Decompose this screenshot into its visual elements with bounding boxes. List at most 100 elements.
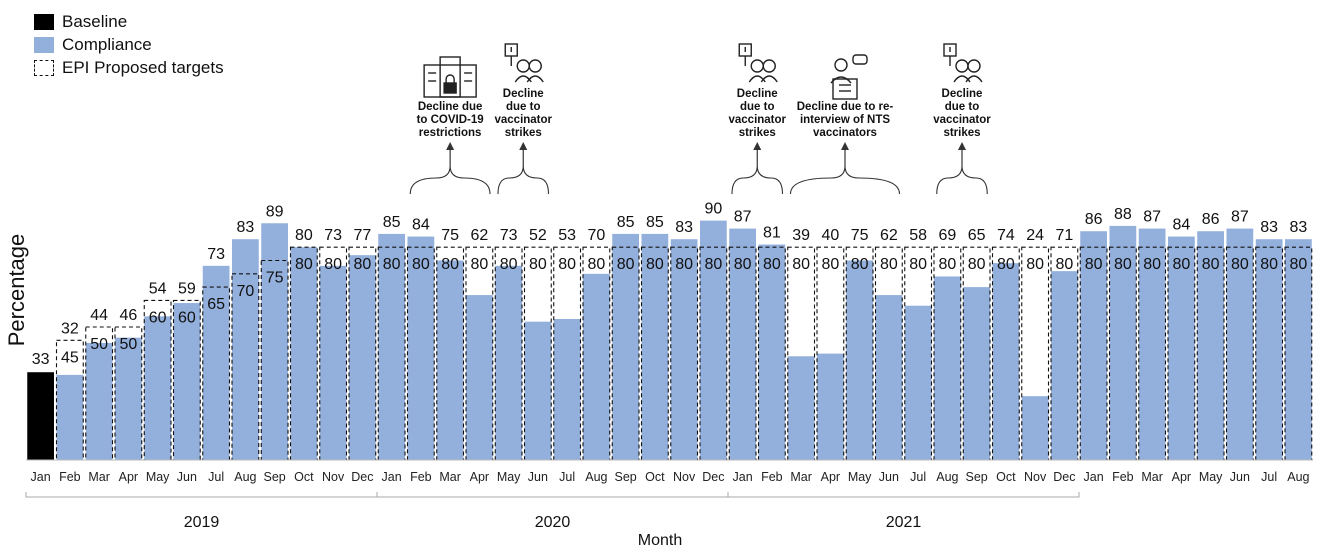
x-axis-title: Month: [638, 532, 682, 547]
compliance-value-label: 32: [61, 320, 79, 337]
target-value-label: 80: [1114, 256, 1132, 273]
compliance-value-label: 53: [558, 227, 576, 244]
x-tick-label: Sep: [264, 470, 286, 484]
target-value-label: 80: [646, 256, 664, 273]
compliance-bar: [904, 305, 932, 460]
year-label: 2020: [535, 514, 571, 531]
compliance-value-label: 83: [1289, 219, 1307, 236]
target-value-label: 80: [851, 256, 869, 273]
compliance-bar: [1080, 231, 1107, 460]
target-value-label: 60: [149, 309, 167, 326]
x-tick-label: Sep: [615, 470, 637, 484]
compliance-value-label: 69: [938, 227, 956, 244]
annotation-arrowhead: [841, 142, 849, 150]
compliance-bar: [700, 220, 727, 460]
compliance-bar: [553, 319, 581, 460]
annotation-brace: [409, 165, 491, 195]
strike-sign-icon: [738, 43, 778, 83]
compliance-bar: [992, 263, 1020, 460]
target-value-label: 80: [792, 256, 810, 273]
year-bracket: [25, 492, 378, 498]
compliance-bar: [1138, 228, 1166, 460]
compliance-value-label: 62: [470, 227, 488, 244]
compliance-swatch: [34, 36, 54, 53]
target-value-label: 80: [880, 256, 898, 273]
target-value-label: 80: [412, 256, 430, 273]
compliance-bar: [349, 255, 376, 460]
compliance-value-label: 39: [792, 227, 810, 244]
x-tick-label: Jan: [733, 470, 753, 484]
compliance-value-label: 85: [617, 214, 635, 231]
legend-item-baseline: Baseline: [34, 10, 224, 33]
annotation-text-line: vaccinator: [933, 114, 991, 126]
x-tick-label: May: [146, 470, 170, 484]
compliance-value-label: 73: [500, 227, 518, 244]
compliance-value-label: 65: [968, 227, 986, 244]
year-label: 2019: [184, 514, 220, 531]
target-value-label: 80: [704, 256, 722, 273]
annotation-text-line: strikes: [505, 127, 542, 139]
compliance-value-label: 70: [587, 227, 605, 244]
compliance-bar: [436, 260, 464, 460]
target-value-label: 75: [266, 270, 284, 287]
target-value-label: 80: [295, 256, 313, 273]
x-tick-label: Oct: [996, 470, 1016, 484]
compliance-value-label: 40: [821, 227, 839, 244]
annotation-brace: [789, 165, 901, 195]
target-value-label: 80: [1172, 256, 1190, 273]
compliance-bar: [202, 265, 230, 460]
annotation-text-line: to COVID-19: [417, 114, 484, 126]
target-value-label: 80: [324, 256, 342, 273]
x-tick-label: Jul: [1261, 470, 1277, 484]
x-tick-label: Oct: [645, 470, 665, 484]
x-tick-label: May: [848, 470, 872, 484]
annotation-brace: [936, 165, 988, 195]
compliance-bar: [1197, 231, 1224, 460]
compliance-bar: [85, 342, 113, 460]
x-tick-label: Feb: [59, 470, 81, 484]
legend-label-baseline: Baseline: [62, 11, 128, 31]
x-tick-label: Mar: [88, 470, 110, 484]
target-value-label: 80: [1085, 256, 1103, 273]
target-value-label: 80: [1260, 256, 1278, 273]
target-value-label: 45: [61, 349, 79, 366]
compliance-bar: [173, 303, 201, 460]
annotation-text-line: strikes: [739, 127, 776, 139]
x-tick-label: Jan: [1084, 470, 1104, 484]
x-tick-label: Dec: [1053, 470, 1075, 484]
x-tick-label: Apr: [1172, 470, 1191, 484]
baseline-swatch: [34, 13, 54, 30]
target-value-label: 80: [821, 256, 839, 273]
annotation-text-line: vaccinators: [813, 127, 877, 139]
building-lock-icon: [423, 56, 477, 98]
strike-sign-icon: [943, 43, 983, 83]
annotation-text-line: interview of NTS: [800, 114, 890, 126]
compliance-bar: [495, 265, 522, 460]
compliance-value-label: 73: [324, 227, 342, 244]
compliance-bar: [524, 321, 552, 460]
target-value-label: 80: [529, 256, 547, 273]
annotation-text-line: due to: [740, 101, 775, 113]
interview-icon: [830, 54, 868, 100]
compliance-value-label: 90: [704, 201, 722, 218]
legend-item-targets: EPI Proposed targets: [34, 56, 224, 79]
x-tick-label: Jun: [177, 470, 197, 484]
compliance-value-label: 81: [763, 225, 781, 242]
compliance-value-label: 75: [851, 227, 869, 244]
target-value-label: 80: [997, 256, 1015, 273]
x-tick-label: Jun: [879, 470, 899, 484]
compliance-value-label: 86: [1202, 211, 1220, 228]
x-tick-label: Nov: [322, 470, 345, 484]
compliance-bar: [875, 295, 903, 460]
compliance-bar: [1226, 228, 1254, 460]
target-value-label: 70: [236, 283, 254, 300]
compliance-value-label: 24: [1026, 227, 1044, 244]
x-tick-label: Nov: [1024, 470, 1047, 484]
x-tick-label: Aug: [1287, 470, 1309, 484]
compliance-value-label: 88: [1114, 206, 1132, 223]
x-tick-label: Apr: [119, 470, 138, 484]
annotation-text-line: due to: [506, 101, 541, 113]
x-tick-label: Mar: [1141, 470, 1163, 484]
x-tick-label: Sep: [966, 470, 988, 484]
compliance-bar: [934, 276, 961, 460]
